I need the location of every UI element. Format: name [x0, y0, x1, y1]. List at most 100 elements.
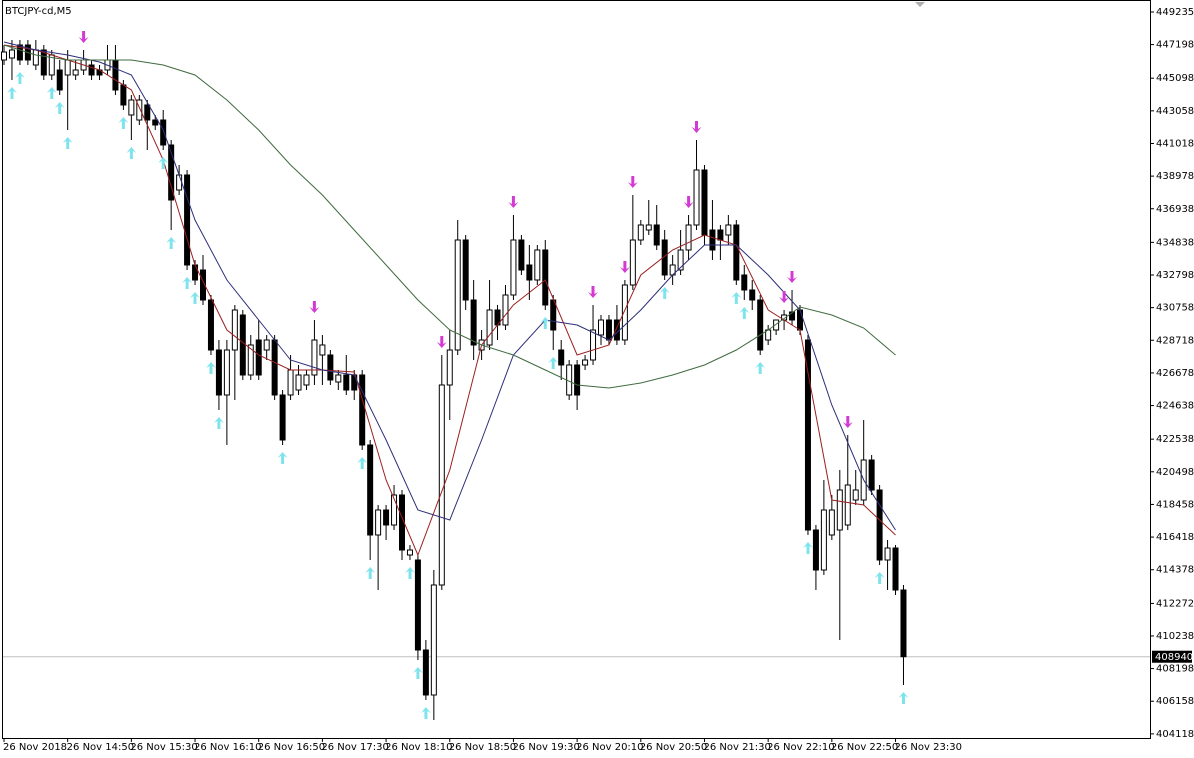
y-tick-label: 430758: [1156, 303, 1194, 314]
y-tick-label: 422538: [1156, 434, 1194, 445]
candle-body: [852, 489, 859, 501]
candle-body: [486, 309, 493, 346]
candle-body: [430, 584, 437, 696]
candle-body: [271, 339, 278, 396]
buy-arrow: [874, 572, 885, 584]
candle-body: [207, 299, 214, 351]
candle-body: [16, 44, 23, 61]
y-tick-label: 443058: [1156, 106, 1194, 117]
candle-body: [72, 69, 79, 76]
buy-arrow: [803, 542, 813, 554]
candle-body: [542, 249, 549, 306]
candle-body: [558, 349, 565, 366]
candle-body: [828, 509, 835, 536]
y-tick-label: 426678: [1156, 368, 1194, 379]
candle-body: [56, 69, 63, 91]
sell-arrow: [627, 176, 638, 188]
candle-body: [797, 309, 803, 331]
buy-arrow: [54, 102, 65, 114]
chart-title: BTCJPY-cd,M5: [5, 6, 72, 17]
candle-body: [64, 59, 71, 76]
candle-body: [335, 374, 342, 383]
y-tick-label: 449235: [1156, 7, 1194, 18]
candle-body: [200, 269, 206, 301]
candle-body: [303, 374, 310, 386]
buy-arrow: [126, 147, 137, 159]
buy-arrow: [213, 417, 224, 429]
moving-average: [3, 41, 896, 531]
candle-body: [414, 559, 421, 651]
candle-body: [598, 319, 604, 336]
buy-arrow: [277, 452, 288, 464]
x-tick-label: 26 Nov 17:30: [321, 742, 388, 753]
candle-body: [295, 374, 302, 391]
candle-body: [876, 489, 883, 561]
candle-body: [741, 274, 748, 291]
candle-body: [550, 299, 557, 331]
candle-body: [375, 509, 382, 536]
buy-arrow: [46, 87, 57, 99]
buy-arrow: [420, 707, 431, 719]
candle-body: [247, 344, 254, 376]
candle-body: [184, 174, 191, 266]
candle-body: [812, 529, 819, 571]
buy-arrow: [365, 567, 376, 579]
candle-body: [693, 169, 700, 226]
y-tick-label: 420498: [1156, 467, 1194, 478]
y-tick-label: 445098: [1156, 73, 1194, 84]
y-tick-label: 438978: [1156, 171, 1194, 182]
x-tick-label: 26 Nov 23:30: [895, 742, 962, 753]
candle-body: [287, 369, 294, 396]
sell-arrow: [787, 271, 797, 283]
candle-body: [590, 329, 597, 361]
candle-body: [470, 299, 477, 346]
candle-body: [446, 349, 453, 386]
candle-body: [629, 239, 636, 286]
candle-body: [510, 239, 517, 296]
x-tick-label: 26 Nov 22:50: [831, 742, 898, 753]
candle-body: [391, 494, 398, 526]
x-tick-label: 26 Nov 18:50: [449, 742, 516, 753]
candle-body: [192, 264, 199, 281]
candle-body: [359, 374, 366, 446]
buy-arrow: [548, 357, 559, 369]
candle-body: [176, 174, 183, 191]
candle-body: [725, 224, 732, 236]
sell-arrow: [508, 196, 519, 208]
candle-body: [168, 144, 175, 201]
candle-body: [892, 547, 899, 591]
candle-body: [88, 64, 95, 76]
candle-body: [239, 314, 246, 376]
x-tick-label: 26 Nov 2018: [3, 742, 67, 753]
candle-body: [701, 169, 708, 236]
y-tick-label: 447198: [1156, 40, 1194, 51]
candle-body: [128, 99, 135, 116]
buy-arrow: [405, 567, 415, 579]
x-tick-label: 26 Nov 22:10: [767, 742, 834, 753]
candle-body: [534, 249, 541, 281]
candle-body: [144, 104, 151, 121]
candle-body: [279, 394, 286, 441]
candle-body: [215, 349, 222, 396]
buy-arrow: [755, 362, 766, 374]
candle-body: [343, 374, 350, 391]
x-tick-label: 26 Nov 14:50: [67, 742, 134, 753]
candle-body: [685, 224, 692, 251]
candle-body: [637, 224, 644, 241]
last-price-box: [1152, 650, 1192, 663]
candle-body: [152, 119, 159, 126]
candle-body: [661, 239, 668, 276]
buy-arrow: [190, 292, 200, 304]
candle-body: [438, 384, 445, 586]
buy-arrow: [357, 457, 368, 469]
sell-arrow: [436, 336, 447, 348]
moving-average: [3, 44, 896, 557]
candle-body: [518, 239, 525, 271]
x-tick-label: 26 Nov 20:50: [640, 742, 707, 753]
candle-body: [383, 509, 390, 526]
sell-arrow: [588, 286, 598, 298]
candle-body: [717, 229, 724, 241]
y-tick-label: 441018: [1156, 138, 1194, 149]
candle-body: [868, 459, 875, 491]
candle-body: [900, 589, 907, 658]
